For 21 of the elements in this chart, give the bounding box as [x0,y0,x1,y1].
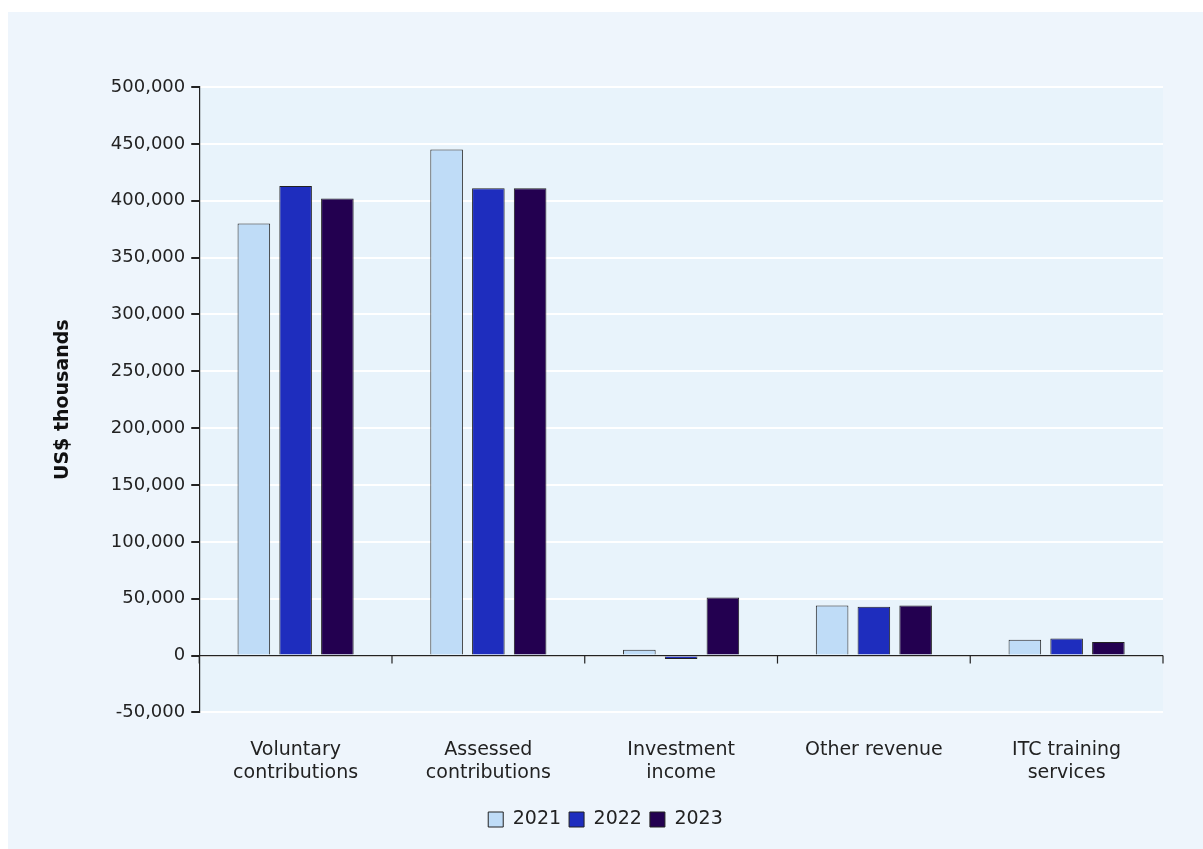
x-tick-label: Voluntary contributions [233,736,359,782]
y-tick-label: -50,000 [115,700,186,722]
y-tick-label: 150,000 [110,472,186,494]
y-tick-label: 300,000 [110,302,186,324]
y-tick-label: 100,000 [110,529,186,551]
legend-label: 2022 [593,806,642,829]
y-tick-label: 200,000 [110,415,186,437]
y-tick-label: 400,000 [110,188,186,210]
x-tick-label: ITC training services [1012,736,1122,782]
y-tick-label: 350,000 [110,245,186,267]
y-tick-label: 500,000 [110,74,186,96]
x-tick-label: Investment income [627,736,735,782]
y-tick-label: 50,000 [122,586,186,608]
y-tick-label: 450,000 [110,131,186,153]
y-axis-title: US$ thousands [50,319,73,481]
y-tick-label: 250,000 [110,358,186,380]
legend-label: 2023 [674,806,723,829]
x-tick-label: Assessed contributions [425,736,551,782]
legend-label: 2021 [512,806,562,829]
x-tick-label: Other revenue [804,736,943,759]
y-tick-label: 0 [173,643,186,665]
